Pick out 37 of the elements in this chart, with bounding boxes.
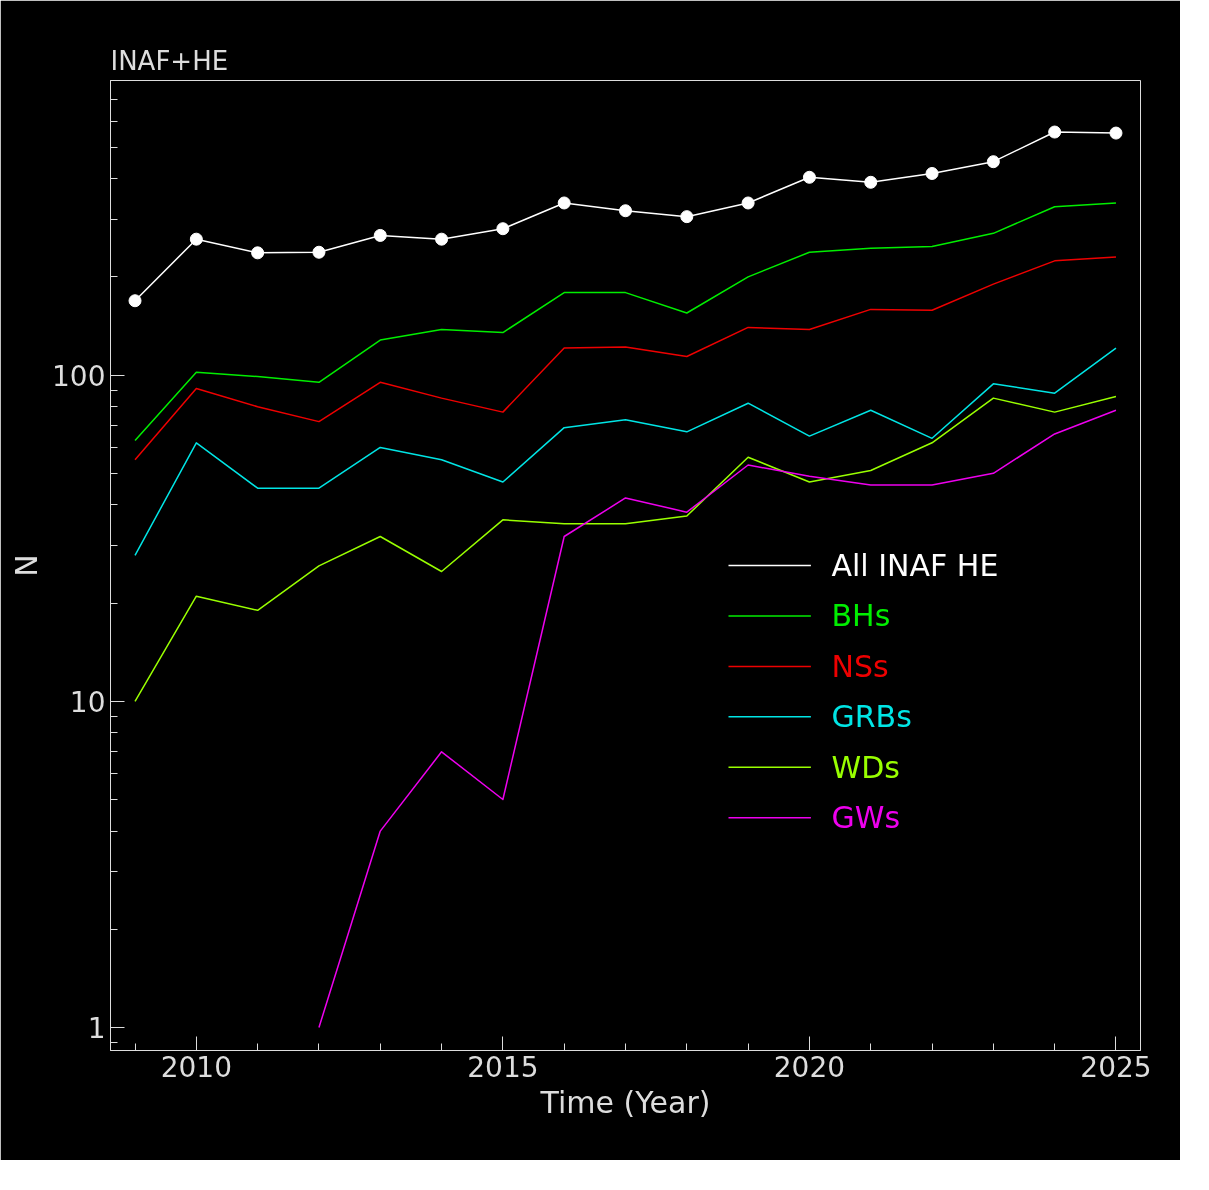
point <box>619 204 632 218</box>
legend-label: BHs <box>831 598 891 634</box>
legend-label: All INAF HE <box>831 548 999 583</box>
point <box>802 170 816 184</box>
point <box>557 196 571 210</box>
chart-title: INAF+HE <box>110 45 229 76</box>
point <box>128 294 142 308</box>
line-series <box>318 409 1117 1029</box>
line-series <box>134 202 1117 442</box>
line-series <box>134 256 1117 461</box>
legend-label: GRBs <box>831 699 912 735</box>
point <box>435 232 449 246</box>
legend-label: WDs <box>831 749 900 785</box>
point <box>1109 126 1123 140</box>
point <box>189 232 203 246</box>
legend-label: NSs <box>831 648 889 684</box>
point <box>312 245 326 259</box>
x-tick-label: 2025 <box>1080 1050 1152 1084</box>
point <box>864 175 878 189</box>
point <box>251 246 265 260</box>
legend-label: GWs <box>831 800 901 836</box>
x-axis-title: Time (Year) <box>539 1084 711 1120</box>
y-tick-label: 100 <box>52 359 106 393</box>
point <box>680 210 694 224</box>
point <box>1048 125 1062 139</box>
x-tick-label: 2020 <box>773 1050 846 1084</box>
point <box>986 155 1000 169</box>
point <box>496 222 510 236</box>
point <box>925 166 939 180</box>
y-tick-label: 1 <box>87 1011 106 1045</box>
y-tick-label: 10 <box>69 685 106 719</box>
x-tick-label: 2015 <box>467 1050 539 1084</box>
point <box>741 196 755 210</box>
y-axis-title: N <box>9 554 45 577</box>
point <box>373 228 387 242</box>
x-tick-label: 2010 <box>160 1050 232 1084</box>
line-series <box>134 395 1117 703</box>
